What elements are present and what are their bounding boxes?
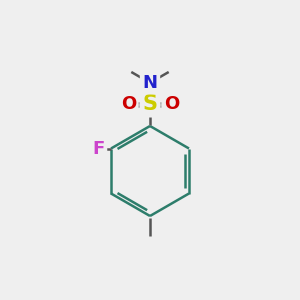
Text: O: O <box>121 95 136 113</box>
Text: O: O <box>164 95 179 113</box>
Text: F: F <box>92 140 105 158</box>
Text: S: S <box>142 94 158 114</box>
Text: N: N <box>142 74 158 92</box>
